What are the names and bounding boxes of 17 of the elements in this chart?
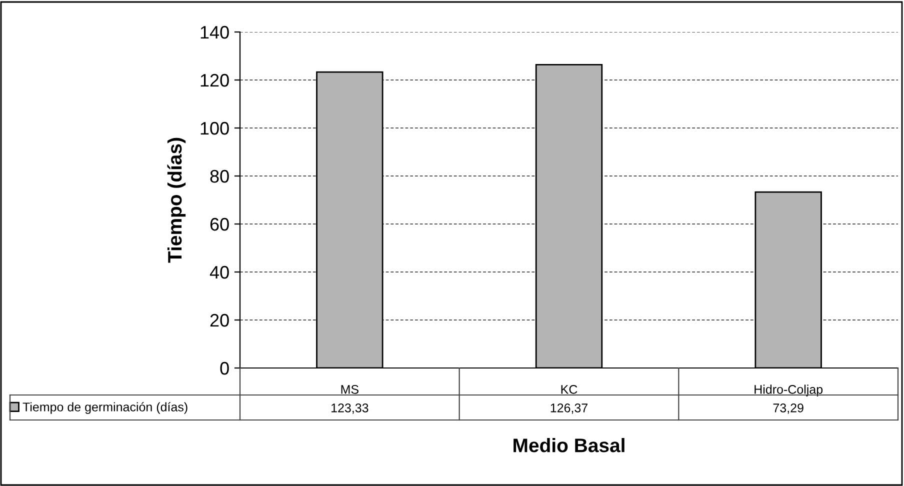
- legend-label: Tiempo de germinación (días): [22, 402, 188, 414]
- x-tick-label: MS: [341, 384, 358, 394]
- y-tick-label: 60: [210, 218, 229, 231]
- y-tick-label: 20: [210, 314, 229, 327]
- y-tick-label: 40: [210, 266, 229, 279]
- data-label: 73,29: [773, 404, 804, 414]
- y-axis-title: Tiempo (días): [167, 138, 186, 263]
- y-tick-label: 120: [200, 74, 229, 87]
- x-axis-title: Medio Basal: [514, 438, 624, 452]
- x-tick-label: KC: [561, 384, 578, 394]
- x-tick-label: Hidro-Coljap: [754, 384, 823, 396]
- data-label: 126,37: [550, 404, 588, 414]
- y-tick-label: 100: [200, 122, 229, 135]
- y-tick-label: 80: [210, 170, 229, 183]
- y-tick-label: 140: [200, 26, 229, 39]
- data-label: 123,33: [332, 404, 368, 414]
- y-tick-label: 0: [220, 362, 229, 375]
